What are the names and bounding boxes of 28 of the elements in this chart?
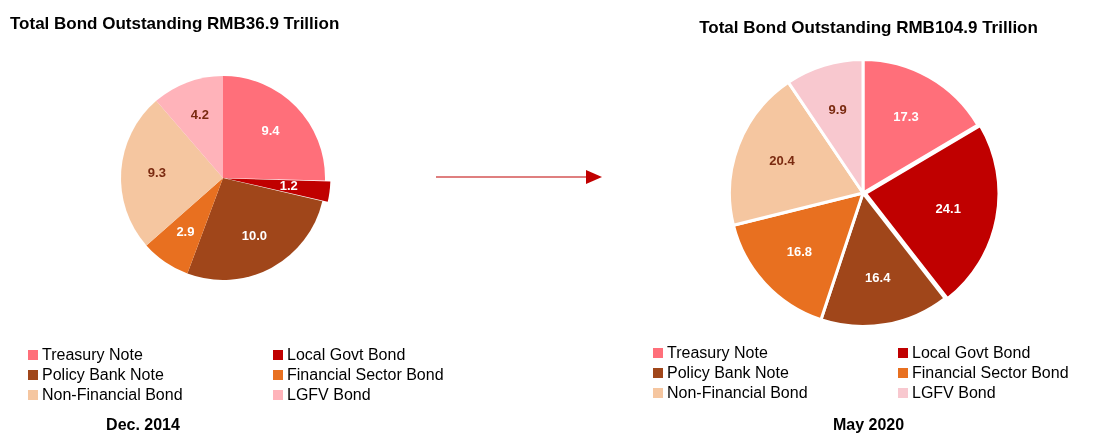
legend-label: Financial Sector Bond [287,366,444,384]
data-label: 9.9 [828,101,847,117]
legend-label: LGFV Bond [912,384,996,402]
data-label: 2.9 [176,224,195,240]
data-label: 20.4 [769,153,796,169]
text: May 2020 [831,416,906,434]
legend-label: Local Govt Bond [912,344,1031,362]
data-label: 17.3 [893,109,919,125]
legend-label: Non-Financial Bond [667,384,808,402]
legend-label: Treasury Note [667,344,768,362]
data-label: 16.8 [786,243,812,259]
legend-label: Policy Bank Note [42,366,164,384]
legend-label: LGFV Bond [287,386,371,404]
data-label: 16.4 [865,270,892,286]
legend-label: Non-Financial Bond [42,386,183,404]
legend-label: Treasury Note [42,346,143,364]
data-label: 4.2 [190,107,209,123]
data-label: 1.2 [279,178,298,193]
legend-label: Financial Sector Bond [912,364,1069,382]
legend-label: Local Govt Bond [287,346,406,364]
chart-title: Total Bond Outstanding RMB36.9 Trillion [9,14,341,34]
legend-label: Policy Bank Note [667,364,789,382]
data-label: 10.0 [241,228,267,243]
data-label: 24.1 [935,200,961,216]
chart-title: Total Bond Outstanding RMB104.9 Trillion [698,18,1039,38]
text: Dec. 2014 [105,416,181,434]
data-label: 9.4 [261,123,281,139]
data-label: 9.3 [147,165,166,181]
